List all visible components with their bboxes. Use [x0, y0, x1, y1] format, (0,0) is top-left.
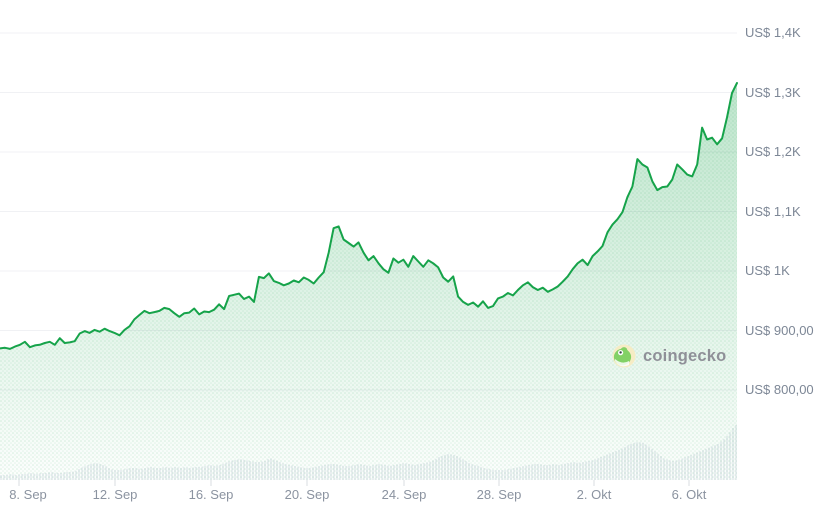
y-axis-label: US$ 900,00	[745, 323, 814, 338]
x-axis-label: 28. Sep	[476, 487, 522, 502]
x-axis-label: 16. Sep	[188, 487, 234, 502]
y-axis-label: US$ 1,2K	[745, 144, 801, 159]
y-axis-label: US$ 1,3K	[745, 85, 801, 100]
x-axis-ticks	[18, 480, 690, 486]
x-axis-label: 12. Sep	[92, 487, 138, 502]
coingecko-gecko-icon	[612, 344, 636, 368]
y-axis-label: US$ 1,4K	[745, 25, 801, 40]
coingecko-watermark: coingecko	[612, 344, 726, 368]
x-axis-label: 6. Okt	[671, 487, 707, 502]
x-axis-label: 2. Okt	[576, 487, 612, 502]
y-axis-label: US$ 1K	[745, 263, 790, 278]
price-line[interactable]	[0, 82, 738, 350]
y-axis-label: US$ 800,00	[745, 382, 814, 397]
x-axis-label: 20. Sep	[284, 487, 330, 502]
y-axis-label: US$ 1,1K	[745, 204, 801, 219]
watermark-text: coingecko	[643, 346, 727, 365]
x-axis-label: 8. Sep	[9, 487, 47, 502]
x-axis-label: 24. Sep	[381, 487, 427, 502]
price-area-fill	[0, 83, 737, 480]
